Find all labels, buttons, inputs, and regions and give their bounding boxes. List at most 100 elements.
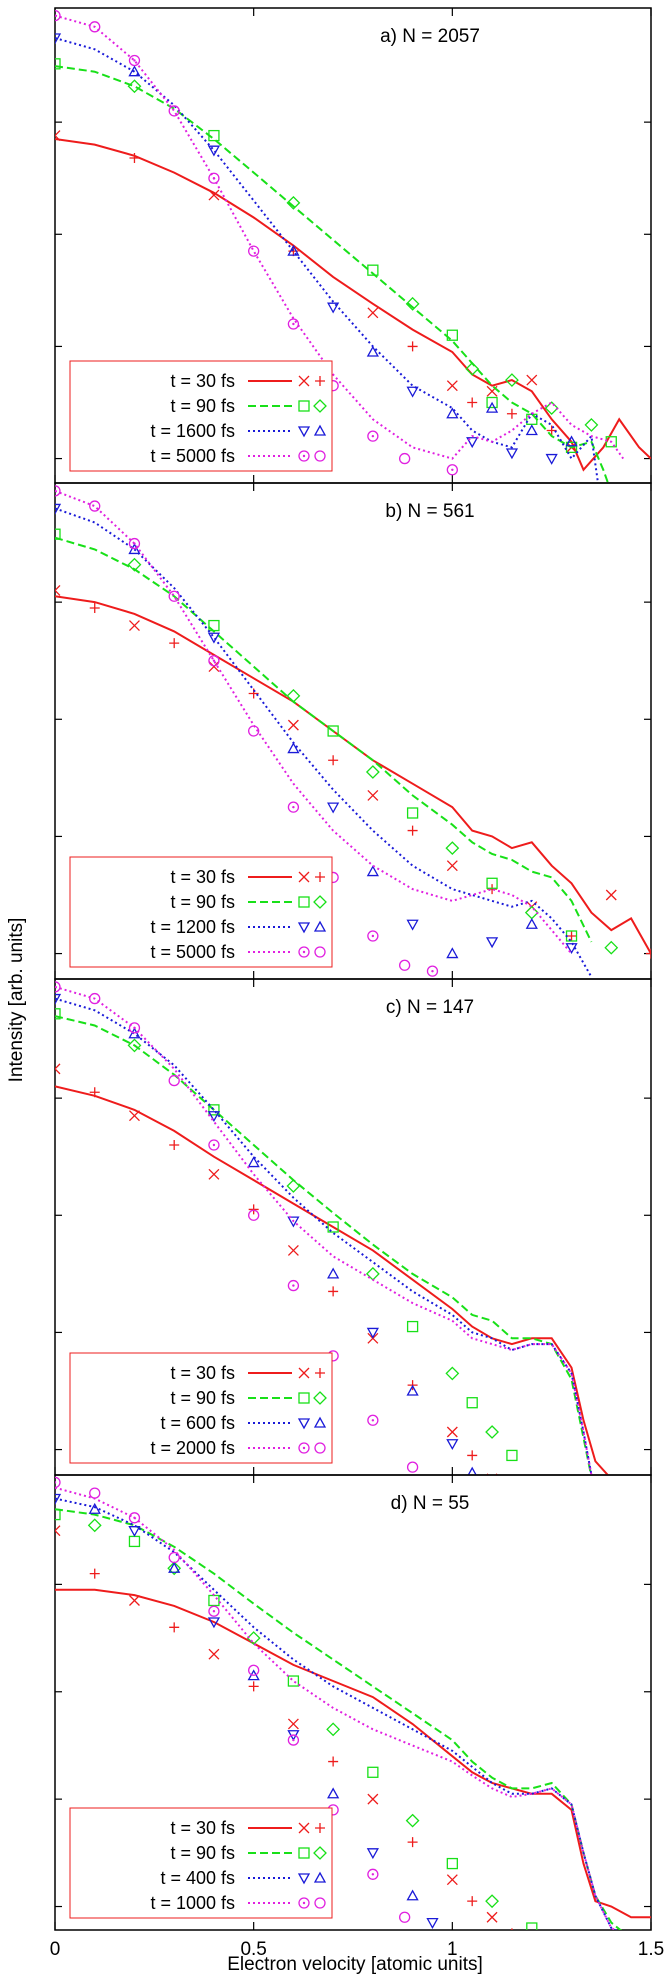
data-point [565,435,578,447]
data-point [208,189,220,201]
data-point [328,1756,339,1767]
legend-marker [298,1442,310,1454]
panel-label: a) N = 2057 [380,26,480,47]
data-point [327,1787,340,1799]
data-point [168,1561,181,1573]
data-point [248,245,260,257]
data-point [208,1139,220,1151]
data-point [445,1366,460,1381]
legend-marker [298,946,310,958]
legend-marker [298,1392,310,1404]
legend-marker-dot [302,1446,306,1450]
data-point [486,1911,498,1923]
data-point [129,1595,140,1606]
legend-marker [298,896,310,908]
series-line [55,536,593,943]
data-point [406,386,419,398]
legend-marker [315,872,325,882]
data-point-dot [431,1938,433,1940]
legend-marker [298,400,310,412]
data-point [406,807,419,819]
data-point [466,437,479,449]
data-point [446,1857,458,1870]
data-point [248,688,259,699]
x-tick-label: 0.5 [240,1939,266,1960]
data-point [327,725,339,737]
data-point-ring [208,655,220,667]
data-point [366,865,379,877]
data-point-dot [292,805,295,809]
data-point-dot [371,934,375,938]
data-point [287,1675,300,1687]
data-point [485,937,499,949]
data-point [208,655,220,667]
plot-area [55,981,610,1475]
series-line [55,489,573,955]
series-line [55,138,651,472]
legend-marker [314,946,326,958]
legend-marker [313,1416,327,1428]
data-point-dot [133,542,136,545]
data-point-ring [128,1512,141,1524]
legend-box [69,360,333,472]
data-point [89,1487,101,1499]
x-tick-label: 0 [50,1939,61,1960]
legend-marker [313,424,327,436]
data-point [366,1327,379,1339]
data-point [467,397,478,408]
data-point [446,329,458,341]
legend-label: t = 600 fs [160,1413,235,1433]
data-point [526,374,538,386]
legend-label: t = 30 fs [170,1818,235,1838]
data-point [405,296,420,311]
data-point [129,620,140,632]
legend-marker-dot [302,1901,306,1905]
data-point [168,105,180,117]
data-point [604,940,619,955]
legend-label: t = 90 fs [170,892,235,912]
data-point [367,930,379,942]
data-point [129,153,140,164]
series-line [55,997,593,1475]
data-point [465,361,480,376]
data-point [426,965,439,977]
data-point [287,742,300,754]
legend-label: t = 1000 fs [150,1893,235,1913]
data-point [327,802,340,814]
data-point [287,318,300,330]
data-point [446,1439,459,1451]
data-point [208,1104,220,1116]
legend-marker-ring [298,1897,310,1909]
data-point [446,947,459,959]
data-point [55,584,61,596]
data-point [327,302,340,314]
data-point [127,1038,142,1053]
data-point [89,603,100,613]
data-point [366,1848,379,1860]
data-point [128,1526,141,1538]
legend-label: t = 5000 fs [150,446,235,466]
data-point [129,1110,140,1122]
series-line [55,1085,610,1475]
data-point [208,172,220,184]
series-line [55,1588,651,1919]
legend-label: t = 400 fs [160,1868,235,1888]
data-point [286,1179,301,1193]
data-point [446,1874,458,1886]
data-point [407,341,418,352]
data-point [128,1022,141,1034]
legend-marker [315,1368,325,1378]
legend-marker [314,450,326,462]
data-point [446,380,458,392]
data-point-ring [446,464,458,476]
legend-marker [314,1897,326,1909]
data-point [128,65,141,77]
data-point [546,425,557,436]
data-point-ring [55,981,61,993]
data-point [367,1766,379,1778]
data-point [207,632,221,644]
legend-marker [313,920,327,932]
series-line [55,595,651,955]
data-point [399,452,411,465]
legend-marker-ring [298,1442,310,1454]
